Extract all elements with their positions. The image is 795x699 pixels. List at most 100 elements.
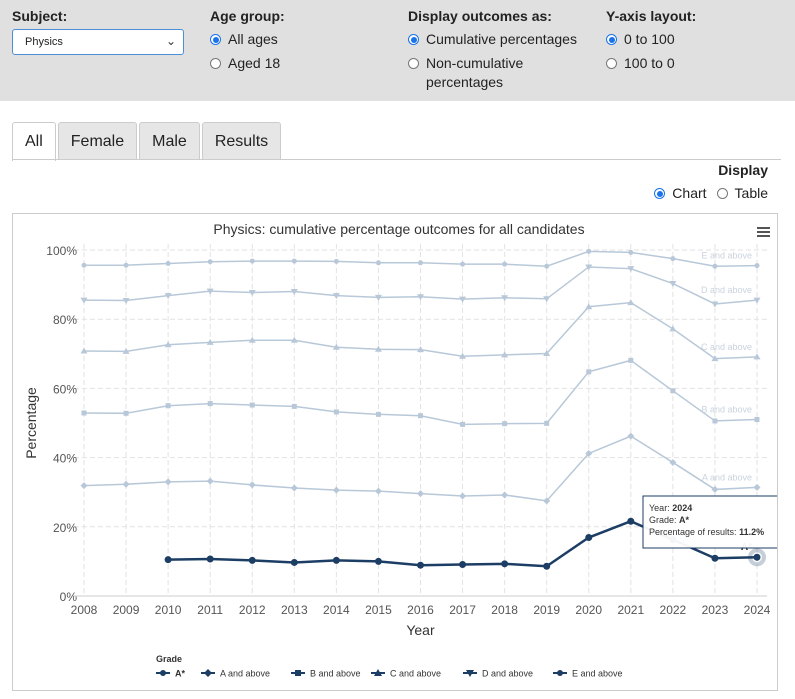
data-point-a-star — [248, 556, 256, 564]
data-point-b-and-above — [291, 403, 297, 409]
data-point-a-and-above — [669, 458, 677, 466]
data-point-d-and-above — [80, 297, 88, 304]
data-point-a-star — [585, 534, 593, 542]
tab-all[interactable]: All — [12, 122, 56, 161]
display-as-filter: Display outcomes as: Cumulative percenta… — [408, 8, 577, 97]
tooltip-grade-value: A* — [679, 515, 689, 525]
legend-marker — [374, 669, 382, 676]
radio-icon[interactable] — [408, 58, 419, 69]
y-axis-filter: Y-axis layout: 0 to 100 100 to 0 — [606, 8, 696, 78]
data-point-a-and-above — [290, 484, 298, 492]
data-point-b-and-above — [165, 403, 171, 409]
data-point-a-and-above — [501, 491, 509, 499]
subject-select[interactable]: Physics ⌄ — [12, 29, 184, 55]
subject-filter: Subject: — [12, 8, 67, 30]
age-group-filter: Age group: All ages Aged 18 — [210, 8, 285, 78]
subject-label: Subject: — [12, 8, 68, 24]
data-point-b-and-above — [375, 411, 381, 417]
legend-item-label: C and above — [390, 669, 441, 679]
display-as-cumulative[interactable]: Cumulative percentages — [408, 30, 577, 49]
data-point-e-and-above — [418, 260, 423, 266]
x-tick-label: 2012 — [239, 603, 266, 617]
data-point-c-and-above — [753, 353, 761, 360]
radio-icon[interactable] — [716, 188, 728, 199]
data-point-d-and-above — [164, 293, 172, 300]
legend-marker — [295, 670, 301, 676]
data-point-a-and-above — [585, 449, 593, 457]
radio-selected-icon[interactable] — [654, 188, 666, 199]
data-point-a-and-above — [627, 432, 635, 440]
y-tick-label: 0% — [60, 590, 78, 604]
hamburger-menu-icon[interactable] — [757, 227, 770, 239]
tooltip-year-value: 2024 — [672, 503, 692, 513]
data-point-a-and-above — [122, 480, 130, 488]
series-end-label: D and above — [701, 285, 752, 295]
display-table-option[interactable]: Table — [716, 184, 768, 203]
x-tick-label: 2021 — [617, 603, 644, 617]
age-option-18[interactable]: Aged 18 — [210, 54, 285, 73]
x-tick-label: 2011 — [197, 603, 223, 617]
legend-item-label: A and above — [220, 669, 270, 679]
radio-selected-icon[interactable] — [606, 34, 617, 45]
data-point-c-and-above — [543, 349, 551, 356]
y-axis-option-0-100[interactable]: 0 to 100 — [606, 30, 696, 49]
data-point-a-and-above — [417, 490, 424, 498]
data-point-e-and-above — [249, 258, 255, 264]
data-point-b-and-above — [249, 402, 255, 408]
x-tick-label: 2014 — [323, 603, 350, 617]
y-tick-label: 60% — [53, 382, 77, 396]
data-point-c-and-above — [627, 299, 635, 306]
data-point-c-and-above — [164, 341, 172, 348]
tab-female[interactable]: Female — [57, 122, 138, 160]
data-point-d-and-above — [501, 295, 509, 302]
radio-icon[interactable] — [606, 58, 617, 69]
display-toggle: Chart Table — [644, 184, 768, 203]
y-axis-option-100-0[interactable]: 100 to 0 — [606, 54, 696, 73]
tooltip — [642, 495, 792, 549]
x-tick-label: 2020 — [575, 603, 602, 617]
tab-divider — [12, 159, 781, 160]
data-point-e-and-above — [123, 262, 129, 268]
data-point-a-and-above — [248, 481, 256, 489]
data-point-e-and-above — [333, 258, 339, 264]
data-point-c-and-above — [206, 338, 214, 345]
radio-selected-icon[interactable] — [408, 34, 419, 45]
display-as-noncumulative[interactable]: Non-cumulative percentages — [408, 54, 577, 92]
data-point-d-and-above — [374, 294, 382, 301]
display-label: Display — [718, 162, 768, 178]
data-point-b-and-above — [418, 413, 423, 419]
y-axis-option-100-0-label: 100 to 0 — [624, 55, 675, 71]
radio-icon[interactable] — [210, 58, 221, 69]
series-end-label: B and above — [701, 405, 752, 415]
legend-item-label: A* — [175, 669, 185, 679]
x-tick-label: 2019 — [533, 603, 560, 617]
data-point-a-star — [290, 558, 298, 566]
hover-halo — [748, 548, 766, 567]
tab-results[interactable]: Results — [201, 122, 282, 160]
tooltip-pct-value: 11.2% — [739, 527, 764, 537]
data-point-a-and-above — [374, 487, 382, 495]
filter-panel: Subject: Physics ⌄ Age group: All ages A… — [0, 0, 795, 101]
data-point-e-and-above — [502, 261, 508, 267]
data-point-c-and-above — [585, 303, 593, 310]
data-point-a-star — [459, 561, 467, 569]
y-tick-label: 80% — [53, 313, 77, 327]
data-point-a-and-above — [459, 492, 467, 500]
chart-container: Physics: cumulative percentage outcomes … — [12, 213, 792, 691]
x-tick-label: 2009 — [113, 603, 140, 617]
data-point-c-and-above — [711, 355, 719, 362]
x-tick-label: 2024 — [744, 603, 771, 617]
data-point-c-and-above — [459, 352, 467, 359]
data-point-d-and-above — [206, 288, 214, 295]
tooltip-pct-label: Percentage of results: 11.2% — [649, 527, 764, 537]
data-point-a-star — [543, 562, 551, 570]
data-point-b-and-above — [460, 421, 466, 427]
radio-selected-icon[interactable] — [210, 34, 221, 45]
age-option-all[interactable]: All ages — [210, 30, 285, 49]
display-chart-option[interactable]: Chart — [654, 184, 707, 203]
data-point-d-and-above — [290, 289, 298, 296]
x-tick-label: 2010 — [155, 603, 182, 617]
y-axis-option-0-100-label: 0 to 100 — [624, 31, 675, 47]
tab-male[interactable]: Male — [139, 122, 200, 160]
series-end-label: E and above — [701, 251, 752, 261]
